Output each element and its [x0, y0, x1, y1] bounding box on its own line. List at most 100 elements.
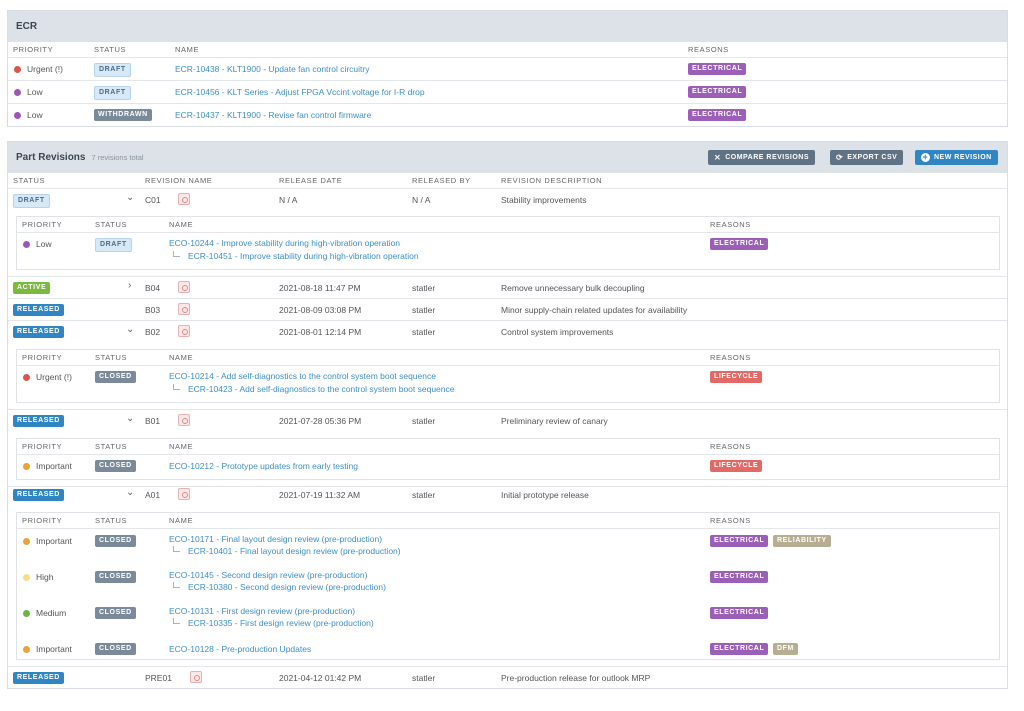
- chevron-down-icon[interactable]: ⌄: [126, 192, 135, 203]
- status-badge: CLOSED: [95, 371, 136, 383]
- rev-col-date: RELEASE DATE: [279, 176, 343, 185]
- status-badge: RELEASED: [13, 326, 64, 338]
- reason-badge: ELECTRICAL: [688, 109, 747, 121]
- sub-col-reasons: REASONS: [710, 516, 751, 525]
- revision-description: Minor supply-chain related updates for a…: [501, 305, 688, 315]
- chevron-right-icon[interactable]: ›: [128, 280, 132, 291]
- revision-description: Remove unnecessary bulk decoupling: [501, 283, 645, 293]
- eco-subtable-a01: PRIORITY STATUS NAME REASONS Important C…: [16, 512, 1000, 660]
- status-badge: CLOSED: [95, 460, 136, 472]
- thumbnail-icon[interactable]: [178, 281, 190, 293]
- revision-name: B04: [145, 283, 161, 293]
- ecr-link[interactable]: ECR-10335 - First design review (pre-pro…: [173, 618, 374, 628]
- new-revision-button[interactable]: + NEW REVISION: [915, 150, 998, 165]
- priority-label: Important: [36, 644, 72, 654]
- ecr-link[interactable]: ECR-10451 - Improve stability during hig…: [173, 251, 419, 261]
- thumbnail-icon[interactable]: [178, 325, 190, 337]
- thumbnail-icon[interactable]: [178, 303, 190, 315]
- revision-description: Control system improvements: [501, 327, 614, 337]
- status-badge: RELEASED: [13, 672, 64, 684]
- status-badge: WITHDRAWN: [94, 109, 152, 121]
- released-by: N / A: [412, 195, 431, 205]
- reason-badge: ELECTRICAL: [710, 607, 769, 619]
- thumbnail-icon[interactable]: [178, 193, 190, 205]
- priority-label: Low: [27, 110, 43, 120]
- sub-col-reasons: REASONS: [710, 220, 751, 229]
- eco-link[interactable]: ECO-10171 - Final layout design review (…: [169, 534, 383, 544]
- priority-dot: [23, 646, 30, 653]
- release-date: 2021-07-28 05:36 PM: [279, 416, 362, 426]
- priority-label: Important: [36, 461, 72, 471]
- export-icon: ⟳: [836, 153, 844, 162]
- released-by: statler: [412, 283, 436, 293]
- chevron-down-icon[interactable]: ⌄: [126, 324, 135, 335]
- revision-description: Stability improvements: [501, 195, 587, 205]
- revision-name: A01: [145, 490, 161, 500]
- status-badge: ACTIVE: [13, 282, 51, 294]
- priority-dot: [23, 574, 30, 581]
- eco-link[interactable]: ECO-10244 - Improve stability during hig…: [169, 238, 401, 248]
- rev-col-status: STATUS: [13, 176, 46, 185]
- chevron-down-icon[interactable]: ⌄: [126, 487, 135, 498]
- reason-badge: ELECTRICAL: [688, 63, 747, 75]
- release-date: 2021-08-01 12:14 PM: [279, 327, 362, 337]
- eco-link[interactable]: ECO-10212 - Prototype updates from early…: [169, 461, 358, 471]
- sub-col-name: NAME: [169, 220, 194, 229]
- status-badge: DRAFT: [95, 238, 132, 252]
- revision-name: B03: [145, 305, 161, 315]
- eco-link[interactable]: ECO-10128 - Pre-production Updates: [169, 644, 312, 654]
- release-date: 2021-08-09 03:08 PM: [279, 305, 362, 315]
- priority-label: High: [36, 572, 54, 582]
- eco-subtable-b01: PRIORITY STATUS NAME REASONS Important C…: [16, 438, 1000, 480]
- reason-badge: LIFECYCLE: [710, 371, 763, 383]
- release-date: N / A: [279, 195, 298, 205]
- ecr-link[interactable]: ECR-10438 - KLT1900 - Update fan control…: [175, 64, 370, 74]
- eco-link[interactable]: ECO-10145 - Second design review (pre-pr…: [169, 570, 368, 580]
- eco-link[interactable]: ECO-10214 - Add self-diagnostics to the …: [169, 371, 436, 381]
- priority-label: Low: [36, 239, 52, 249]
- reason-badge: LIFECYCLE: [710, 460, 763, 472]
- ecr-link[interactable]: ECR-10380 - Second design review (pre-pr…: [173, 582, 386, 592]
- status-badge: DRAFT: [94, 86, 131, 100]
- revision-name: PRE01: [145, 673, 172, 683]
- revisions-count: 7 revisions total: [91, 153, 144, 162]
- eco-subtable-c01: PRIORITY STATUS NAME REASONS Low DRAFT E…: [16, 216, 1000, 270]
- priority-dot: [23, 463, 30, 470]
- ecr-col-priority: PRIORITY: [13, 45, 54, 54]
- status-badge: CLOSED: [95, 643, 136, 655]
- sub-col-status: STATUS: [95, 353, 128, 362]
- rev-col-desc: REVISION DESCRIPTION: [501, 176, 603, 185]
- thumbnail-icon[interactable]: [178, 414, 190, 426]
- chevron-down-icon[interactable]: ⌄: [126, 413, 135, 424]
- ecr-link[interactable]: ECR-10423 - Add self-diagnostics to the …: [173, 384, 454, 394]
- compare-revisions-button[interactable]: ⨯ COMPARE REVISIONS: [708, 150, 816, 165]
- tree-connector-icon: [173, 251, 180, 257]
- thumbnail-icon[interactable]: [190, 671, 202, 683]
- priority-dot: [14, 66, 21, 73]
- ecr-link[interactable]: ECR-10456 - KLT Series - Adjust FPGA Vcc…: [175, 87, 425, 97]
- export-csv-button[interactable]: ⟳ EXPORT CSV: [830, 150, 904, 165]
- priority-dot: [14, 89, 21, 96]
- ecr-title: ECR: [16, 21, 38, 32]
- released-by: statler: [412, 327, 436, 337]
- tree-connector-icon: [173, 384, 180, 390]
- reason-badge: DFM: [773, 643, 798, 655]
- priority-dot: [23, 374, 30, 381]
- revision-name: B02: [145, 327, 161, 337]
- reason-badge: ELECTRICAL: [710, 643, 769, 655]
- priority-label: Urgent (!): [27, 64, 63, 74]
- eco-link[interactable]: ECO-10131 - First design review (pre-pro…: [169, 606, 356, 616]
- ecr-link[interactable]: ECR-10401 - Final layout design review (…: [173, 546, 401, 556]
- status-badge: CLOSED: [95, 535, 136, 547]
- reason-badge: ELECTRICAL: [710, 535, 769, 547]
- reason-badge: ELECTRICAL: [710, 571, 769, 583]
- ecr-col-reasons: REASONS: [688, 45, 729, 54]
- sub-col-name: NAME: [169, 353, 194, 362]
- revision-description: Initial prototype release: [501, 490, 589, 500]
- revision-name: C01: [145, 195, 161, 205]
- status-badge: RELEASED: [13, 304, 64, 316]
- priority-label: Urgent (!): [36, 372, 72, 382]
- thumbnail-icon[interactable]: [178, 488, 190, 500]
- ecr-link[interactable]: ECR-10437 - KLT1900 - Revise fan control…: [175, 110, 372, 120]
- eco-subtable-b02: PRIORITY STATUS NAME REASONS Urgent (!) …: [16, 349, 1000, 403]
